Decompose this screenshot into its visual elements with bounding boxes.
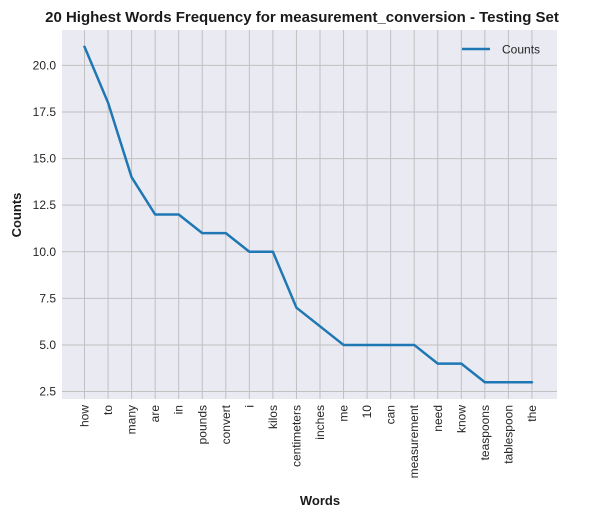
y-tick-label: 10.0 — [33, 245, 57, 259]
x-tick-label: many — [125, 405, 139, 434]
y-tick-label: 15.0 — [33, 152, 57, 166]
x-tick-label: i — [242, 405, 256, 408]
y-axis-title: Counts — [9, 193, 24, 238]
y-tick-label: 12.5 — [33, 198, 57, 212]
chart-title: 20 Highest Words Frequency for measureme… — [45, 9, 559, 26]
y-tick-label: 5.0 — [39, 338, 56, 352]
x-tick-label: the — [525, 405, 539, 422]
y-tick-label: 20.0 — [33, 58, 57, 72]
x-tick-label: can — [384, 405, 398, 424]
x-tick-label: measurement — [407, 404, 421, 478]
x-tick-label: tablespoon — [501, 405, 515, 464]
x-tick-label: pounds — [195, 405, 209, 444]
grid-lines — [62, 30, 557, 399]
x-axis-ticks: how to many are in pounds convert i kilos centime… — [78, 404, 539, 478]
y-tick-label: 7.5 — [39, 291, 56, 305]
x-tick-label: me — [337, 405, 351, 422]
x-tick-label: centimeters — [289, 405, 303, 467]
x-tick-label: inches — [313, 405, 327, 440]
x-tick-label: to — [101, 405, 115, 415]
y-tick-label: 17.5 — [33, 105, 57, 119]
x-tick-label: how — [78, 405, 92, 427]
x-tick-label: kilos — [266, 405, 280, 429]
x-axis-title: Words — [300, 493, 340, 508]
legend-label: Counts — [502, 43, 540, 57]
plot-area — [62, 30, 557, 399]
series-layer — [83, 45, 534, 384]
x-tick-label: in — [172, 405, 186, 414]
x-tick-label: need — [431, 405, 445, 432]
y-tick-label: 2.5 — [39, 385, 56, 399]
x-tick-label: 10 — [360, 405, 374, 419]
x-tick-label: know — [454, 405, 468, 433]
x-tick-label: teaspoons — [478, 405, 492, 460]
legend: Counts — [462, 43, 540, 57]
x-tick-label: are — [148, 405, 162, 423]
x-tick-label: convert — [219, 404, 233, 444]
y-axis-ticks: 2.5 5.0 7.5 10.0 12.5 15.0 17.5 20.0 — [33, 58, 57, 398]
series-line — [83, 45, 534, 384]
